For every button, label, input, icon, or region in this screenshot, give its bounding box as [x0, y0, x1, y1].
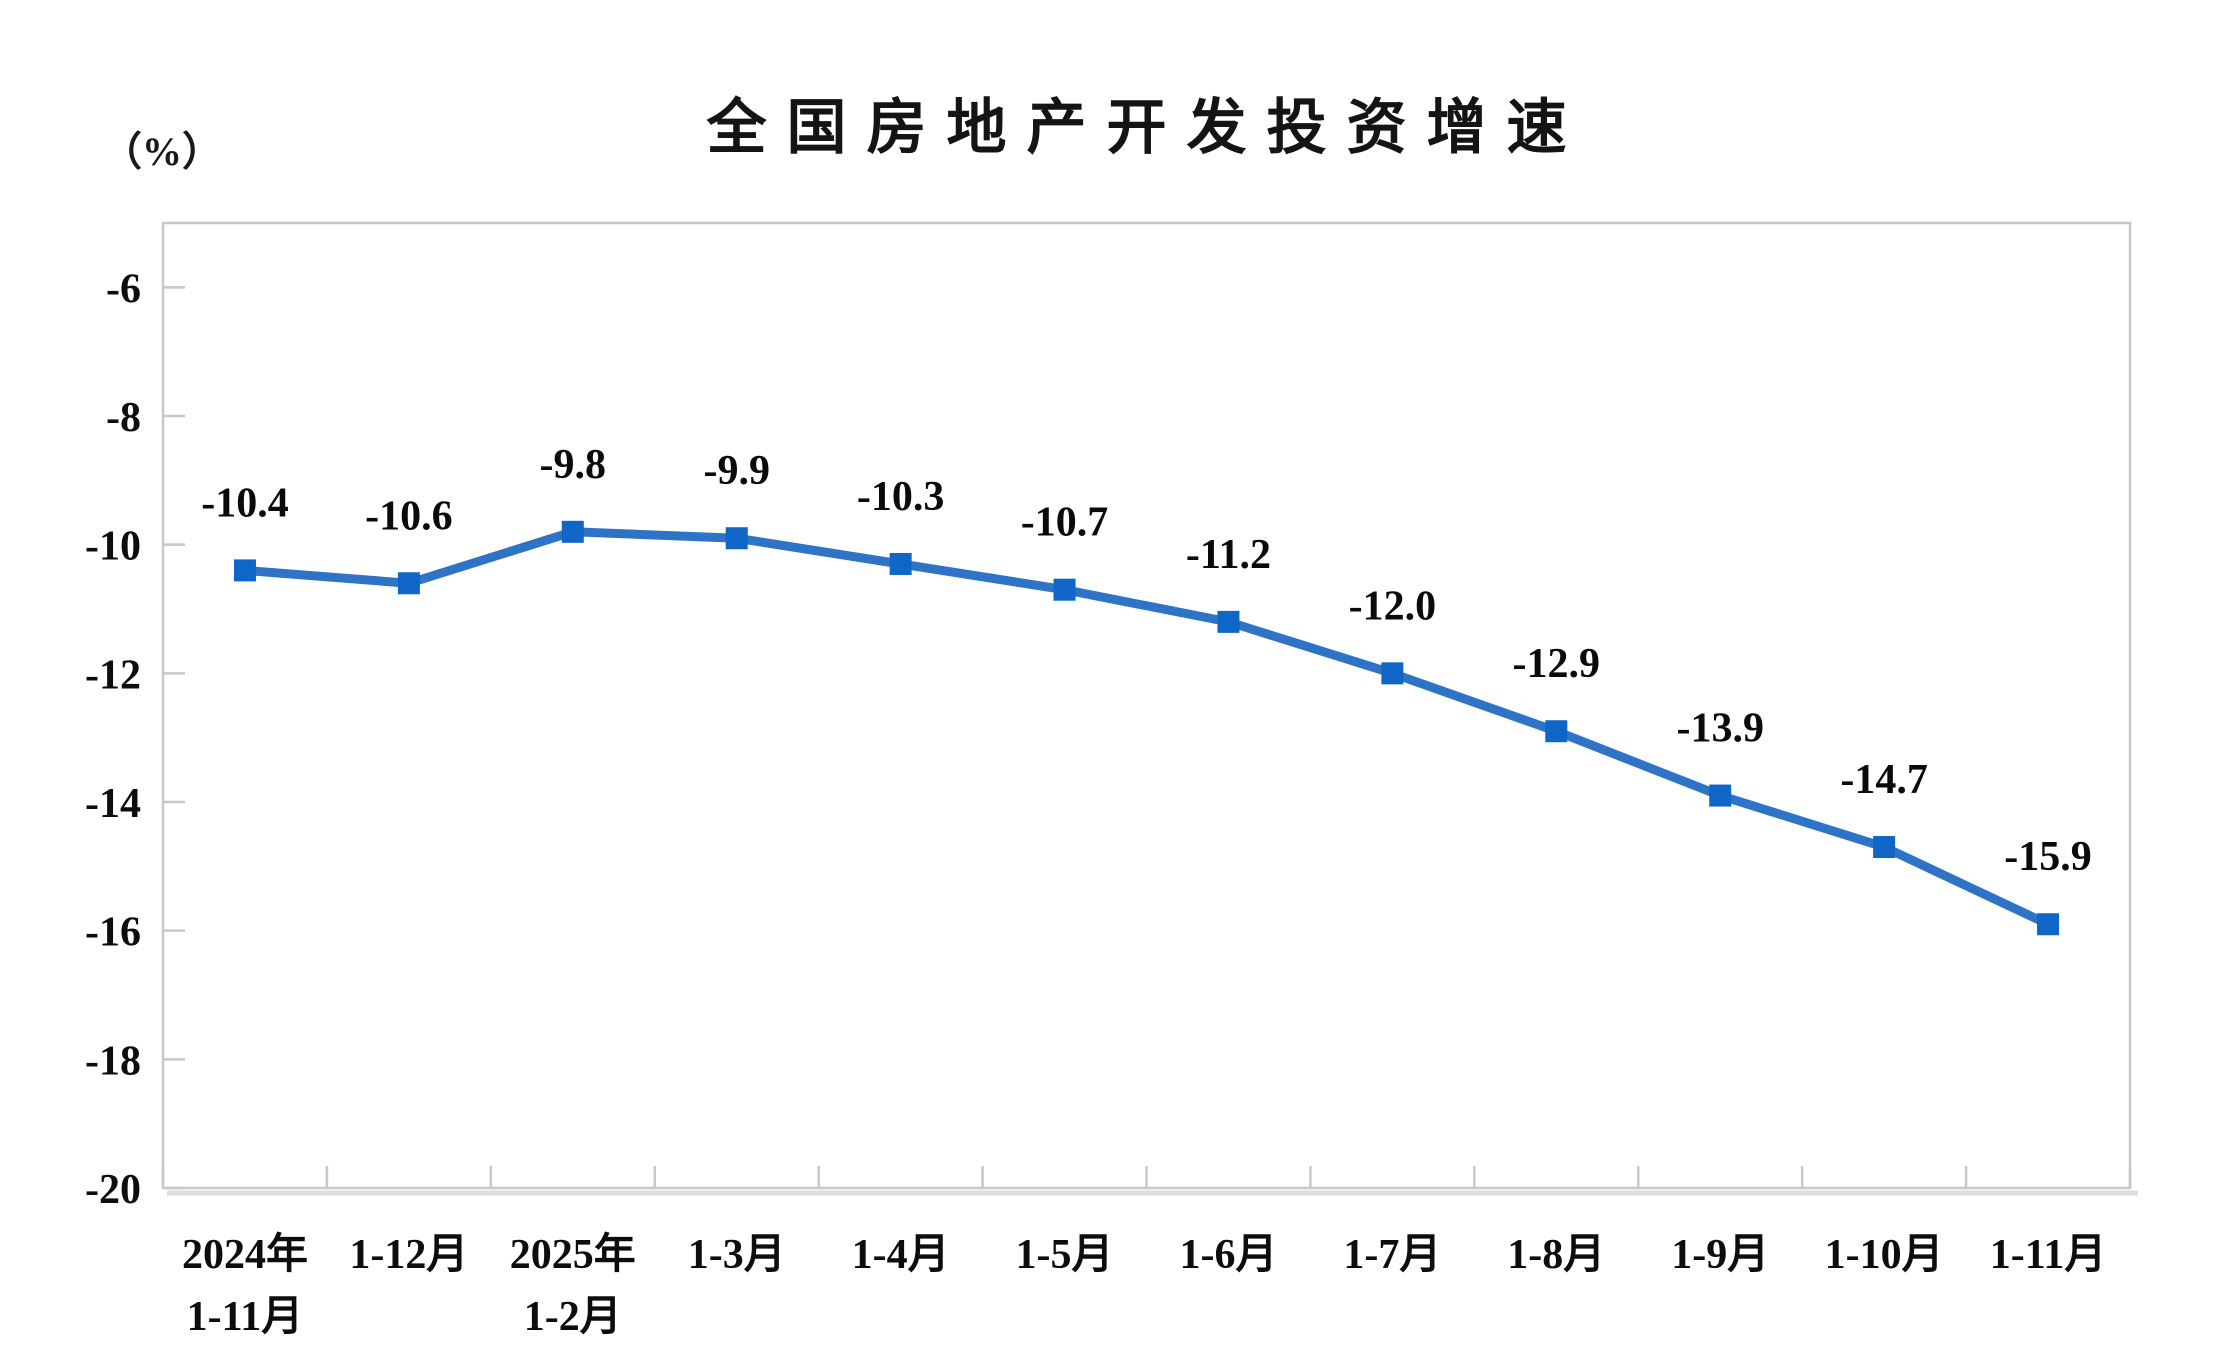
- x-axis-label: 1-3月: [688, 1232, 786, 1278]
- data-point-marker: [1709, 784, 1732, 807]
- data-point-label: -11.2: [1186, 532, 1271, 578]
- plot-border: [161, 221, 2132, 1190]
- y-axis-tick-label: -10: [85, 524, 141, 570]
- data-point-label: -9.8: [540, 442, 607, 488]
- x-axis-label: 1-10月: [1825, 1232, 1944, 1278]
- x-axis-label: 1-11月: [187, 1294, 304, 1340]
- data-point-marker: [2037, 913, 2060, 936]
- y-axis-tick-label: -14: [85, 781, 141, 827]
- data-point-marker: [1873, 836, 1896, 859]
- x-axis-label: 2025年: [510, 1231, 636, 1278]
- data-point-label: -13.9: [1676, 706, 1764, 752]
- chart-title: 全国房地产开发投资增速: [706, 95, 1587, 161]
- y-axis-tick-label: -8: [106, 395, 141, 441]
- data-point-marker: [1053, 578, 1076, 601]
- x-axis-label: 1-2月: [524, 1294, 622, 1340]
- data-line: [240, 527, 2053, 929]
- x-axis-label: 1-9月: [1671, 1232, 1769, 1278]
- x-axis-label: 1-12月: [349, 1232, 468, 1278]
- x-axis-label: 1-8月: [1507, 1232, 1605, 1278]
- x-axis-label: 1-11月: [1990, 1232, 2107, 1278]
- data-point-marker: [889, 552, 912, 575]
- x-axis-label: 2024年: [182, 1231, 308, 1278]
- y-axis-tick-label: -20: [85, 1167, 141, 1213]
- data-point-label: -12.9: [1513, 641, 1601, 687]
- data-point-label: -10.4: [201, 480, 289, 526]
- data-point-label: -14.7: [1840, 757, 1928, 803]
- data-point-marker: [1545, 720, 1568, 743]
- data-point-marker: [561, 520, 584, 543]
- data-point-marker: [1381, 662, 1404, 685]
- y-axis-tick-label: -12: [85, 652, 141, 698]
- x-axis-label: 1-6月: [1179, 1232, 1277, 1278]
- data-point-marker: [397, 572, 420, 595]
- data-point-marker: [1217, 610, 1240, 633]
- x-axis-label: 1-4月: [852, 1232, 950, 1278]
- data-point-marker: [725, 527, 748, 550]
- y-axis-unit-label: （%）: [102, 129, 222, 174]
- y-axis-tick-label: -18: [85, 1038, 141, 1084]
- x-axis-label: 1-5月: [1016, 1232, 1114, 1278]
- data-point-label: -12.0: [1349, 583, 1437, 629]
- y-axis-tick-label: -6: [106, 266, 141, 312]
- x-axis-label: 1-7月: [1343, 1232, 1441, 1278]
- data-point-label: -15.9: [2004, 834, 2092, 880]
- data-point-label: -10.6: [365, 493, 453, 539]
- data-point-label: -9.9: [703, 448, 770, 494]
- data-point-marker: [233, 559, 256, 582]
- data-point-label: -10.7: [1021, 500, 1109, 546]
- data-point-label: -10.3: [857, 474, 945, 520]
- y-axis-tick-label: -16: [85, 910, 141, 956]
